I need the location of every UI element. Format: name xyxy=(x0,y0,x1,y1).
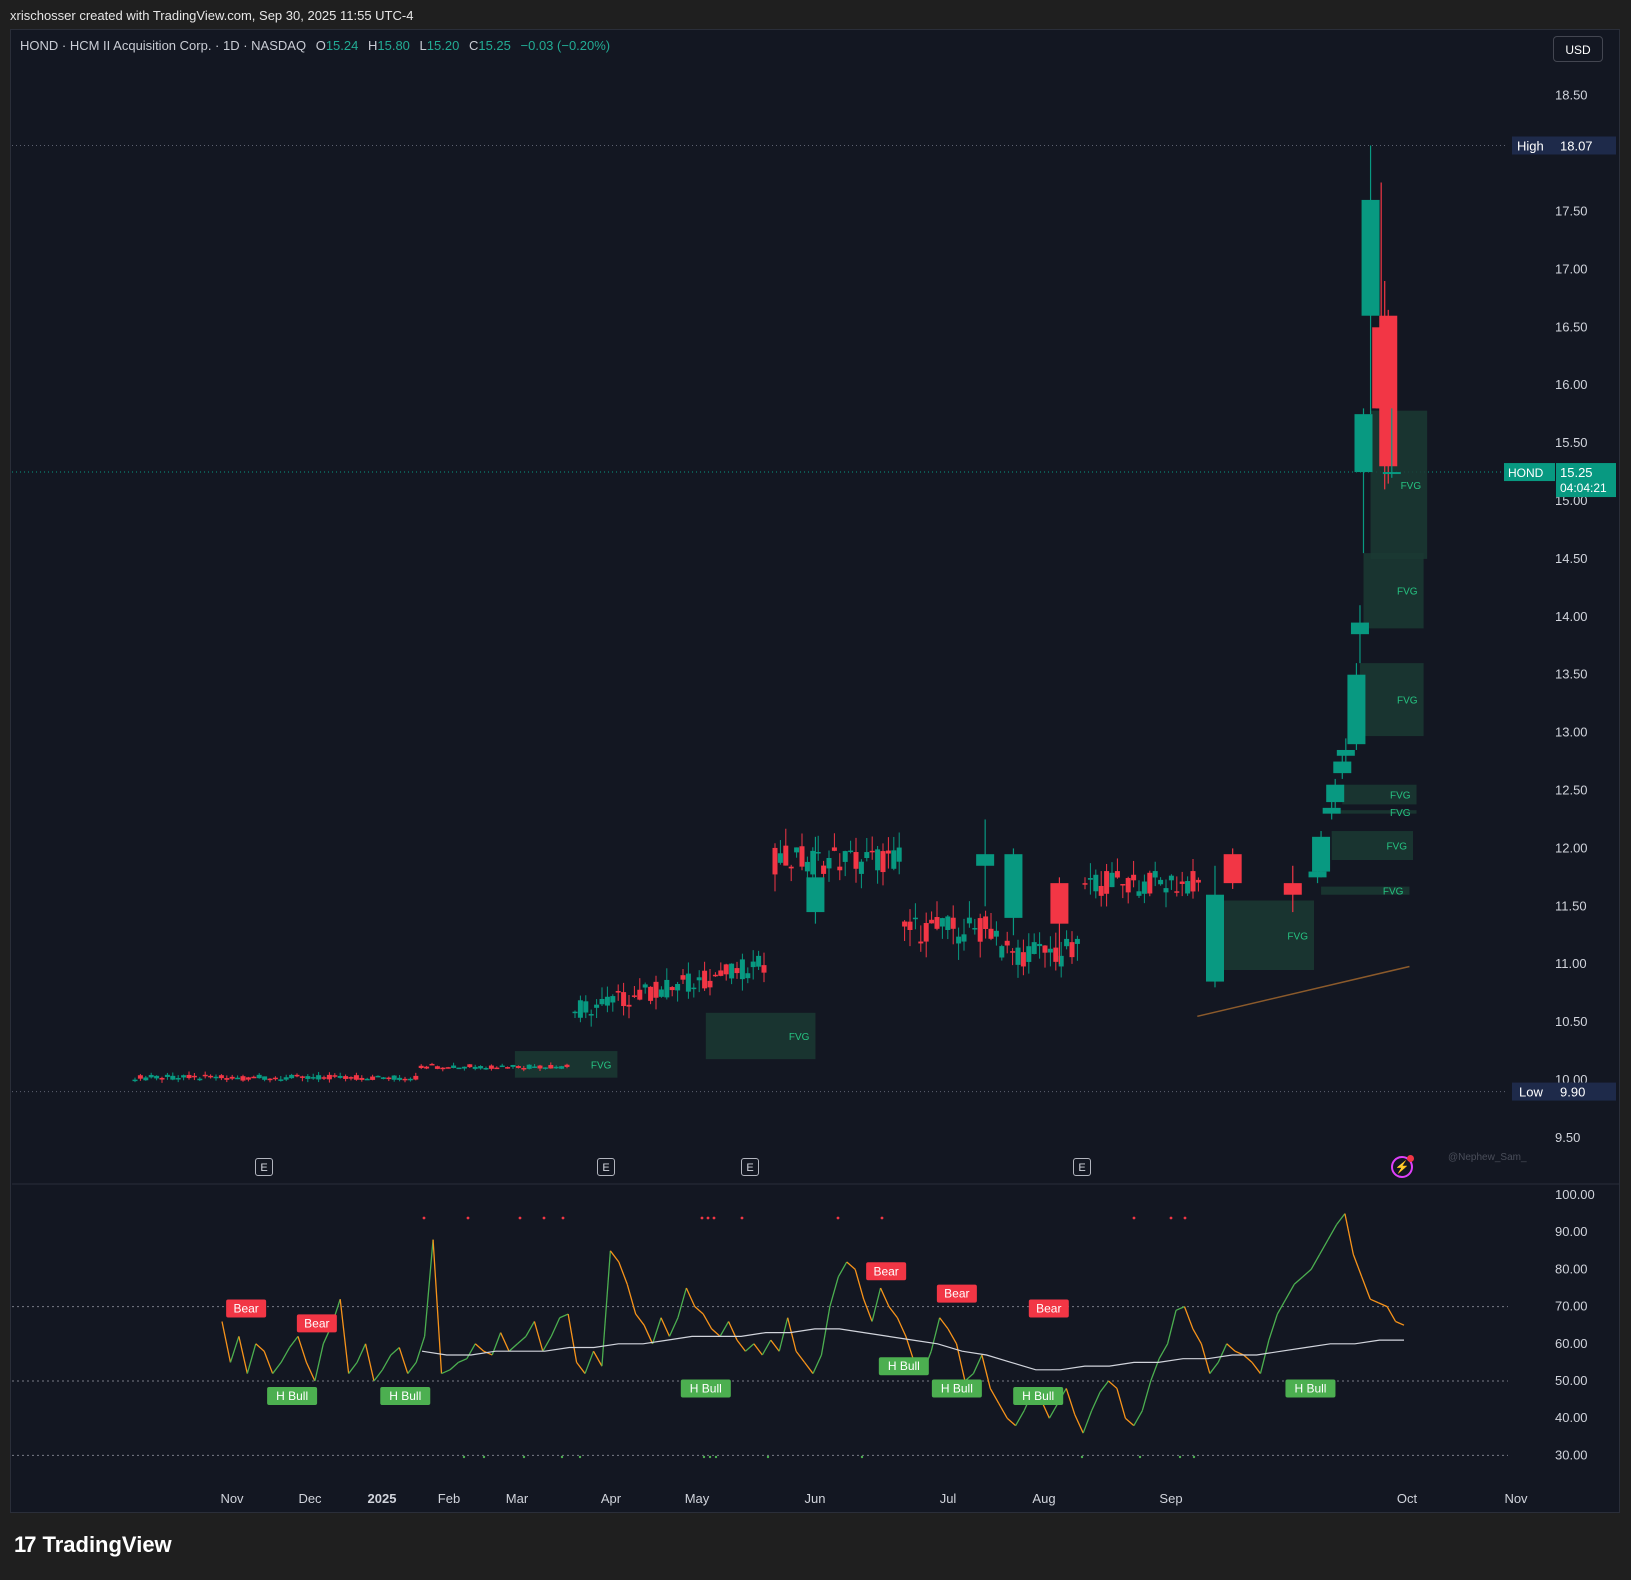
symbol-legend: HOND · HCM II Acquisition Corp. · 1D · N… xyxy=(20,38,610,53)
chart-frame xyxy=(10,29,1620,1513)
author-watermark: @Nephew_Sam_ xyxy=(1448,1152,1527,1163)
high-value: 15.80 xyxy=(377,38,410,53)
earnings-marker[interactable]: E xyxy=(741,1158,759,1176)
attribution-text: xrischosser created with TradingView.com… xyxy=(10,8,414,23)
symbol-title: HOND · HCM II Acquisition Corp. · 1D · N… xyxy=(20,38,307,53)
brand-name: TradingView xyxy=(42,1532,172,1557)
earnings-marker[interactable]: E xyxy=(1073,1158,1091,1176)
earnings-marker[interactable]: E xyxy=(597,1158,615,1176)
notification-dot xyxy=(1407,1155,1414,1162)
close-label: C xyxy=(468,38,479,53)
low-label: L xyxy=(419,38,427,53)
footer-brand: 17 TradingView xyxy=(14,1532,172,1558)
currency-button[interactable]: USD xyxy=(1553,36,1603,62)
open-value: 15.24 xyxy=(325,38,359,53)
close-value: 15.25 xyxy=(478,38,511,53)
tradingview-logo-icon: 17 xyxy=(14,1532,37,1557)
low-value: 15.20 xyxy=(426,38,460,53)
change-value: −0.03 (−0.20%) xyxy=(520,38,611,53)
lightning-icon[interactable]: ⚡ xyxy=(1391,1155,1414,1178)
earnings-marker[interactable]: E xyxy=(255,1158,273,1176)
open-label: O xyxy=(315,38,326,53)
high-label: H xyxy=(367,38,378,53)
